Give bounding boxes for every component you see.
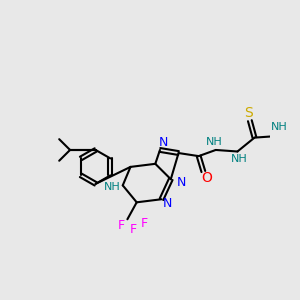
Text: NH: NH bbox=[231, 154, 248, 164]
Text: F: F bbox=[129, 223, 137, 236]
Text: F: F bbox=[118, 219, 125, 232]
Text: NH: NH bbox=[103, 182, 120, 192]
Text: NH: NH bbox=[271, 122, 288, 132]
Text: S: S bbox=[244, 106, 253, 120]
Text: NH: NH bbox=[206, 137, 223, 147]
Text: N: N bbox=[158, 136, 168, 149]
Text: N: N bbox=[177, 176, 186, 189]
Text: N: N bbox=[163, 197, 172, 210]
Text: O: O bbox=[201, 171, 212, 185]
Text: F: F bbox=[141, 218, 148, 230]
